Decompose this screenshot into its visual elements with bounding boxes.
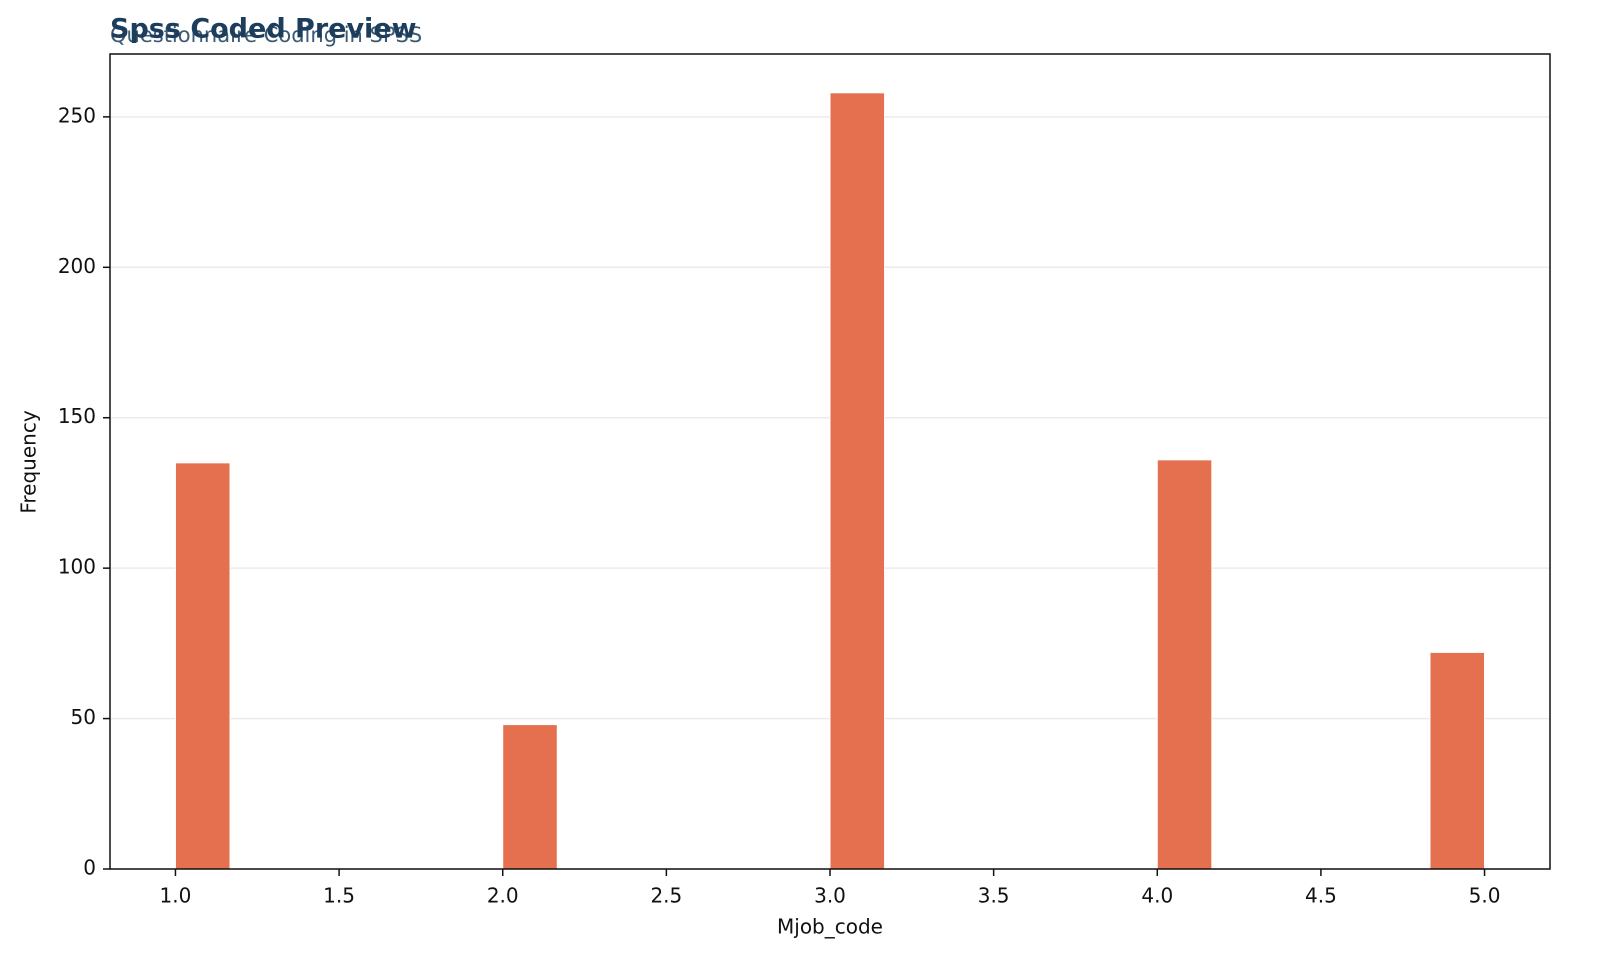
y-tick-label: 50: [71, 705, 96, 729]
x-tick-label: 3.0: [814, 884, 846, 908]
x-tick-label: 3.5: [978, 884, 1010, 908]
chart-subtitle: Questionnaire Coding in SPSS: [110, 23, 422, 47]
x-tick-label: 1.0: [160, 884, 192, 908]
histogram-bar: [1156, 459, 1213, 870]
x-tick-label: 5.0: [1469, 884, 1501, 908]
y-tick-label: 0: [83, 856, 96, 880]
y-tick-label: 200: [58, 254, 96, 278]
x-tick-label: 2.0: [487, 884, 519, 908]
y-tick-label: 100: [58, 555, 96, 579]
y-tick-label: 250: [58, 103, 96, 127]
histogram-bar: [1429, 651, 1486, 870]
x-axis-label: Mjob_code: [777, 915, 883, 939]
x-tick-label: 2.5: [650, 884, 682, 908]
plot-frame: [109, 53, 1551, 870]
histogram-bar: [174, 462, 231, 870]
y-tick-label: 150: [58, 404, 96, 428]
chart-title: Spss Coded Preview: [110, 14, 417, 45]
x-tick-label: 1.5: [323, 884, 355, 908]
histogram-bar: [829, 92, 886, 870]
y-axis-label: Frequency: [17, 410, 41, 513]
x-tick-label: 4.0: [1141, 884, 1173, 908]
x-tick-label: 4.5: [1305, 884, 1337, 908]
histogram-bar: [502, 724, 558, 870]
